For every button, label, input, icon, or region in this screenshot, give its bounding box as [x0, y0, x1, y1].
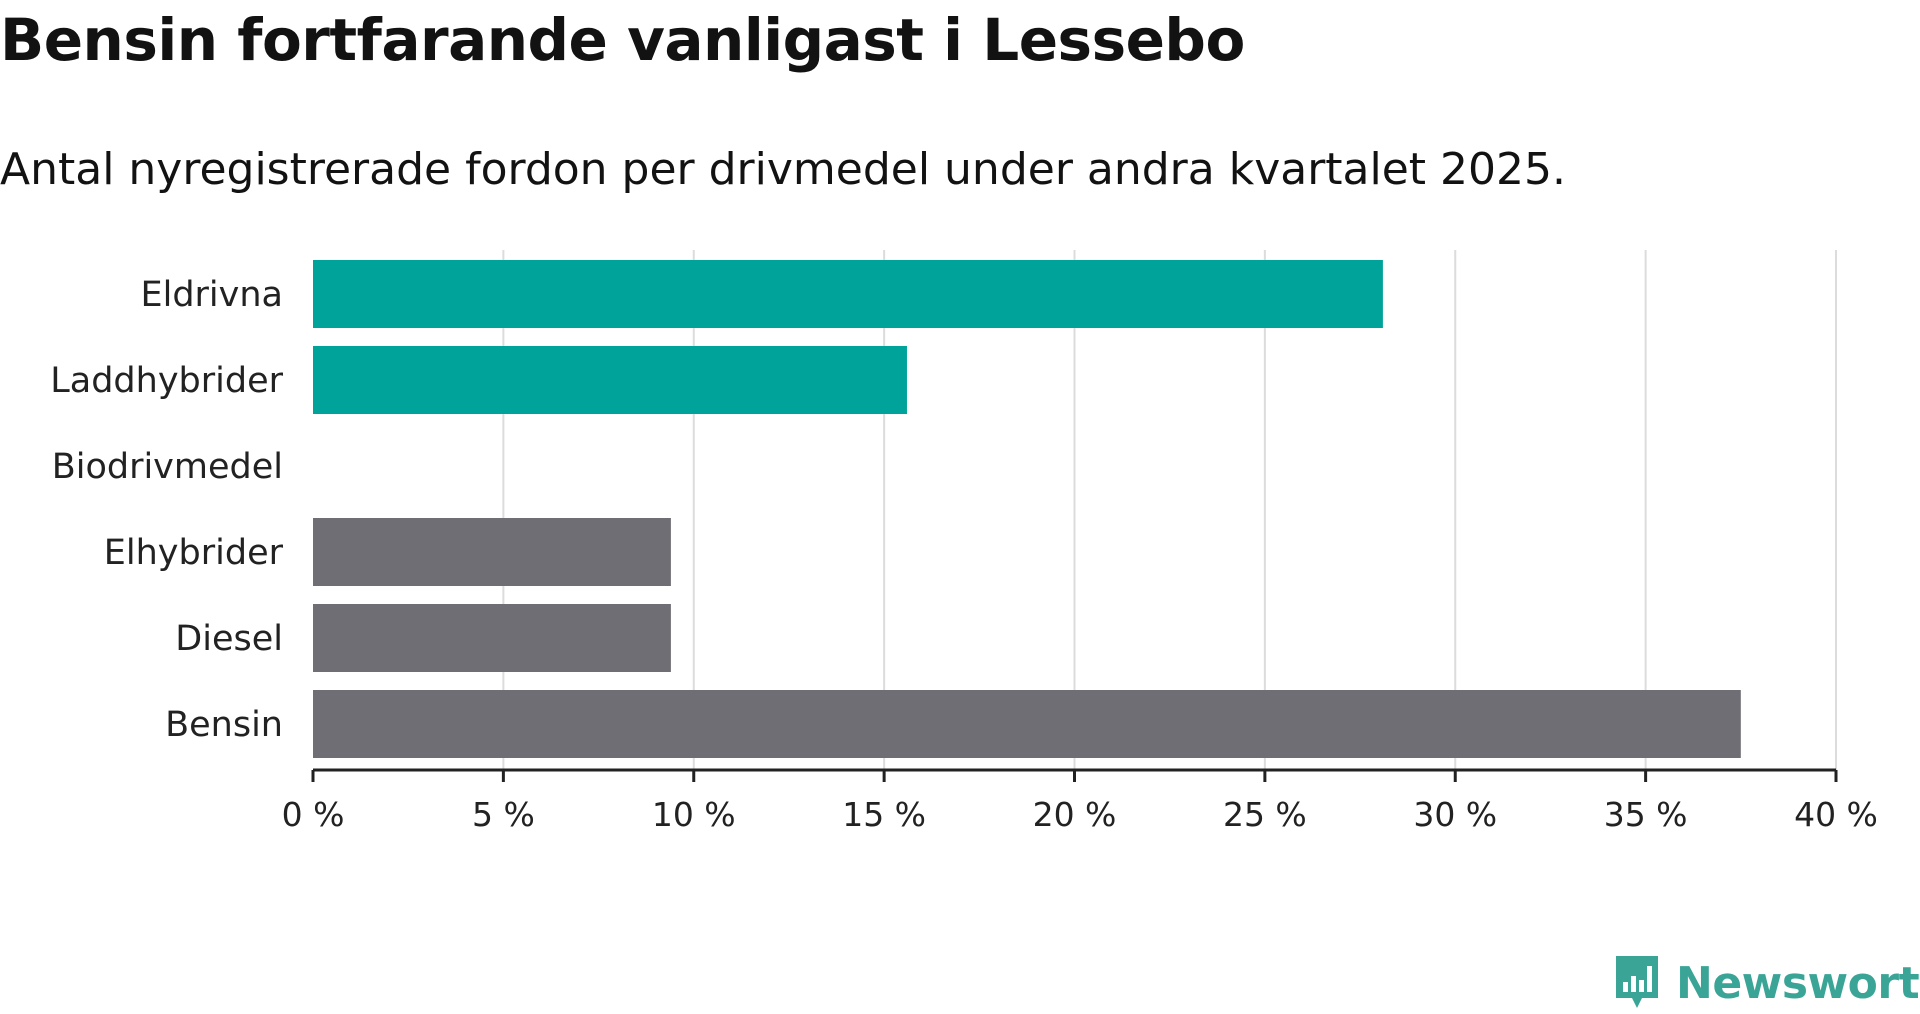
bar-eldrivna [313, 260, 1383, 328]
category-label: Laddhybrider [50, 361, 283, 401]
x-tick-label: 0 % [282, 795, 345, 834]
x-tick-label: 25 % [1223, 795, 1307, 834]
x-tick-label: 5 % [472, 795, 535, 834]
category-label: Diesel [175, 619, 283, 659]
category-label: Biodrivmedel [52, 447, 283, 487]
brand-logo: Newsworthy [1612, 952, 1920, 1014]
category-label: Eldrivna [140, 275, 283, 315]
brand-name: Newsworthy [1676, 957, 1920, 1009]
chart-subtitle: Antal nyregistrerade fordon per drivmede… [0, 144, 1566, 195]
bar-chart: Eldrivna Laddhybrider Biodrivmedel Elhybrid… [50, 250, 1878, 834]
category-label: Elhybrider [104, 533, 284, 573]
x-tick-label: 15 % [842, 795, 926, 834]
bar-diesel [313, 604, 671, 672]
bar-elhybrider [313, 518, 671, 586]
chart-title: Bensin fortfarande vanligast i Lessebo [0, 6, 1245, 74]
x-tick-label: 40 % [1794, 795, 1878, 834]
category-label: Bensin [165, 705, 283, 745]
newsworthy-logo-icon [1616, 956, 1658, 1008]
x-tick-label: 30 % [1413, 795, 1497, 834]
bar-laddhybrider [313, 346, 907, 414]
x-tick-label: 35 % [1604, 795, 1688, 834]
bar-bensin [313, 690, 1741, 758]
x-tick-label: 10 % [652, 795, 736, 834]
x-tick-label: 20 % [1033, 795, 1117, 834]
